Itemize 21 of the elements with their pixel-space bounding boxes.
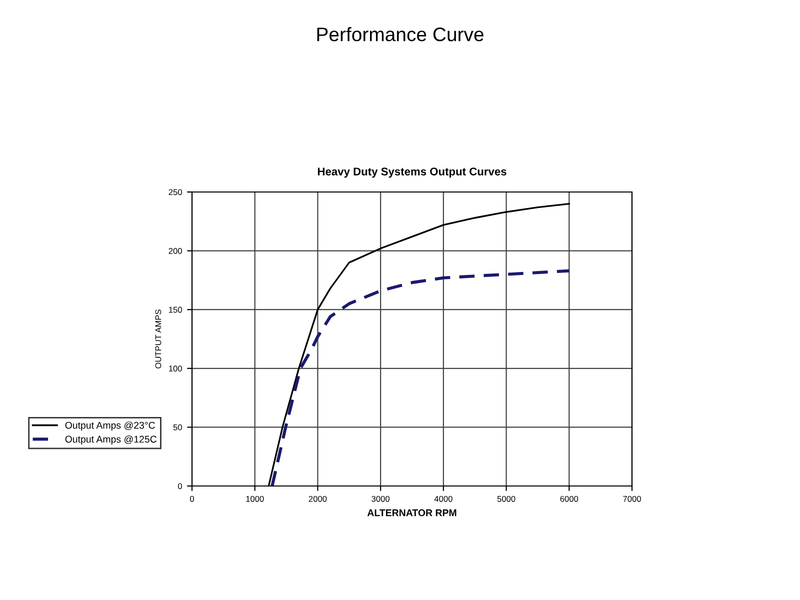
chart-title: Performance Curve [317, 27, 484, 42]
x-tick-label: 2000 [308, 496, 327, 502]
y-tick-label: 100 [169, 366, 182, 372]
y-tick-label: 50 [173, 424, 182, 430]
line-series [270, 269, 571, 486]
y-tick-label: 250 [168, 189, 182, 196]
y-tick-label: 0 [178, 483, 182, 490]
x-tick-label: 1000 [246, 496, 264, 502]
y-tick-label: 200 [168, 248, 182, 254]
y-axis-title: OUTPUT AMPS [155, 310, 162, 368]
x-tick-label: 4000 [434, 496, 452, 502]
x-tick-label: 6000 [560, 496, 578, 502]
x-tick-label: 5000 [497, 496, 516, 502]
chart-subtitle: Heavy Duty Systems Output Curves [318, 168, 506, 178]
x-axis-title: ALTERNATOR RPM [367, 509, 456, 516]
x-tick-label: 3000 [372, 496, 390, 502]
y-tick-label: 150 [169, 306, 182, 313]
x-tick-label: 7000 [623, 496, 641, 502]
x-tick-label: 0 [190, 496, 194, 502]
legend-label: Output Amps @23°C [65, 422, 155, 431]
legend-label: Output Amps @125C [65, 436, 156, 445]
